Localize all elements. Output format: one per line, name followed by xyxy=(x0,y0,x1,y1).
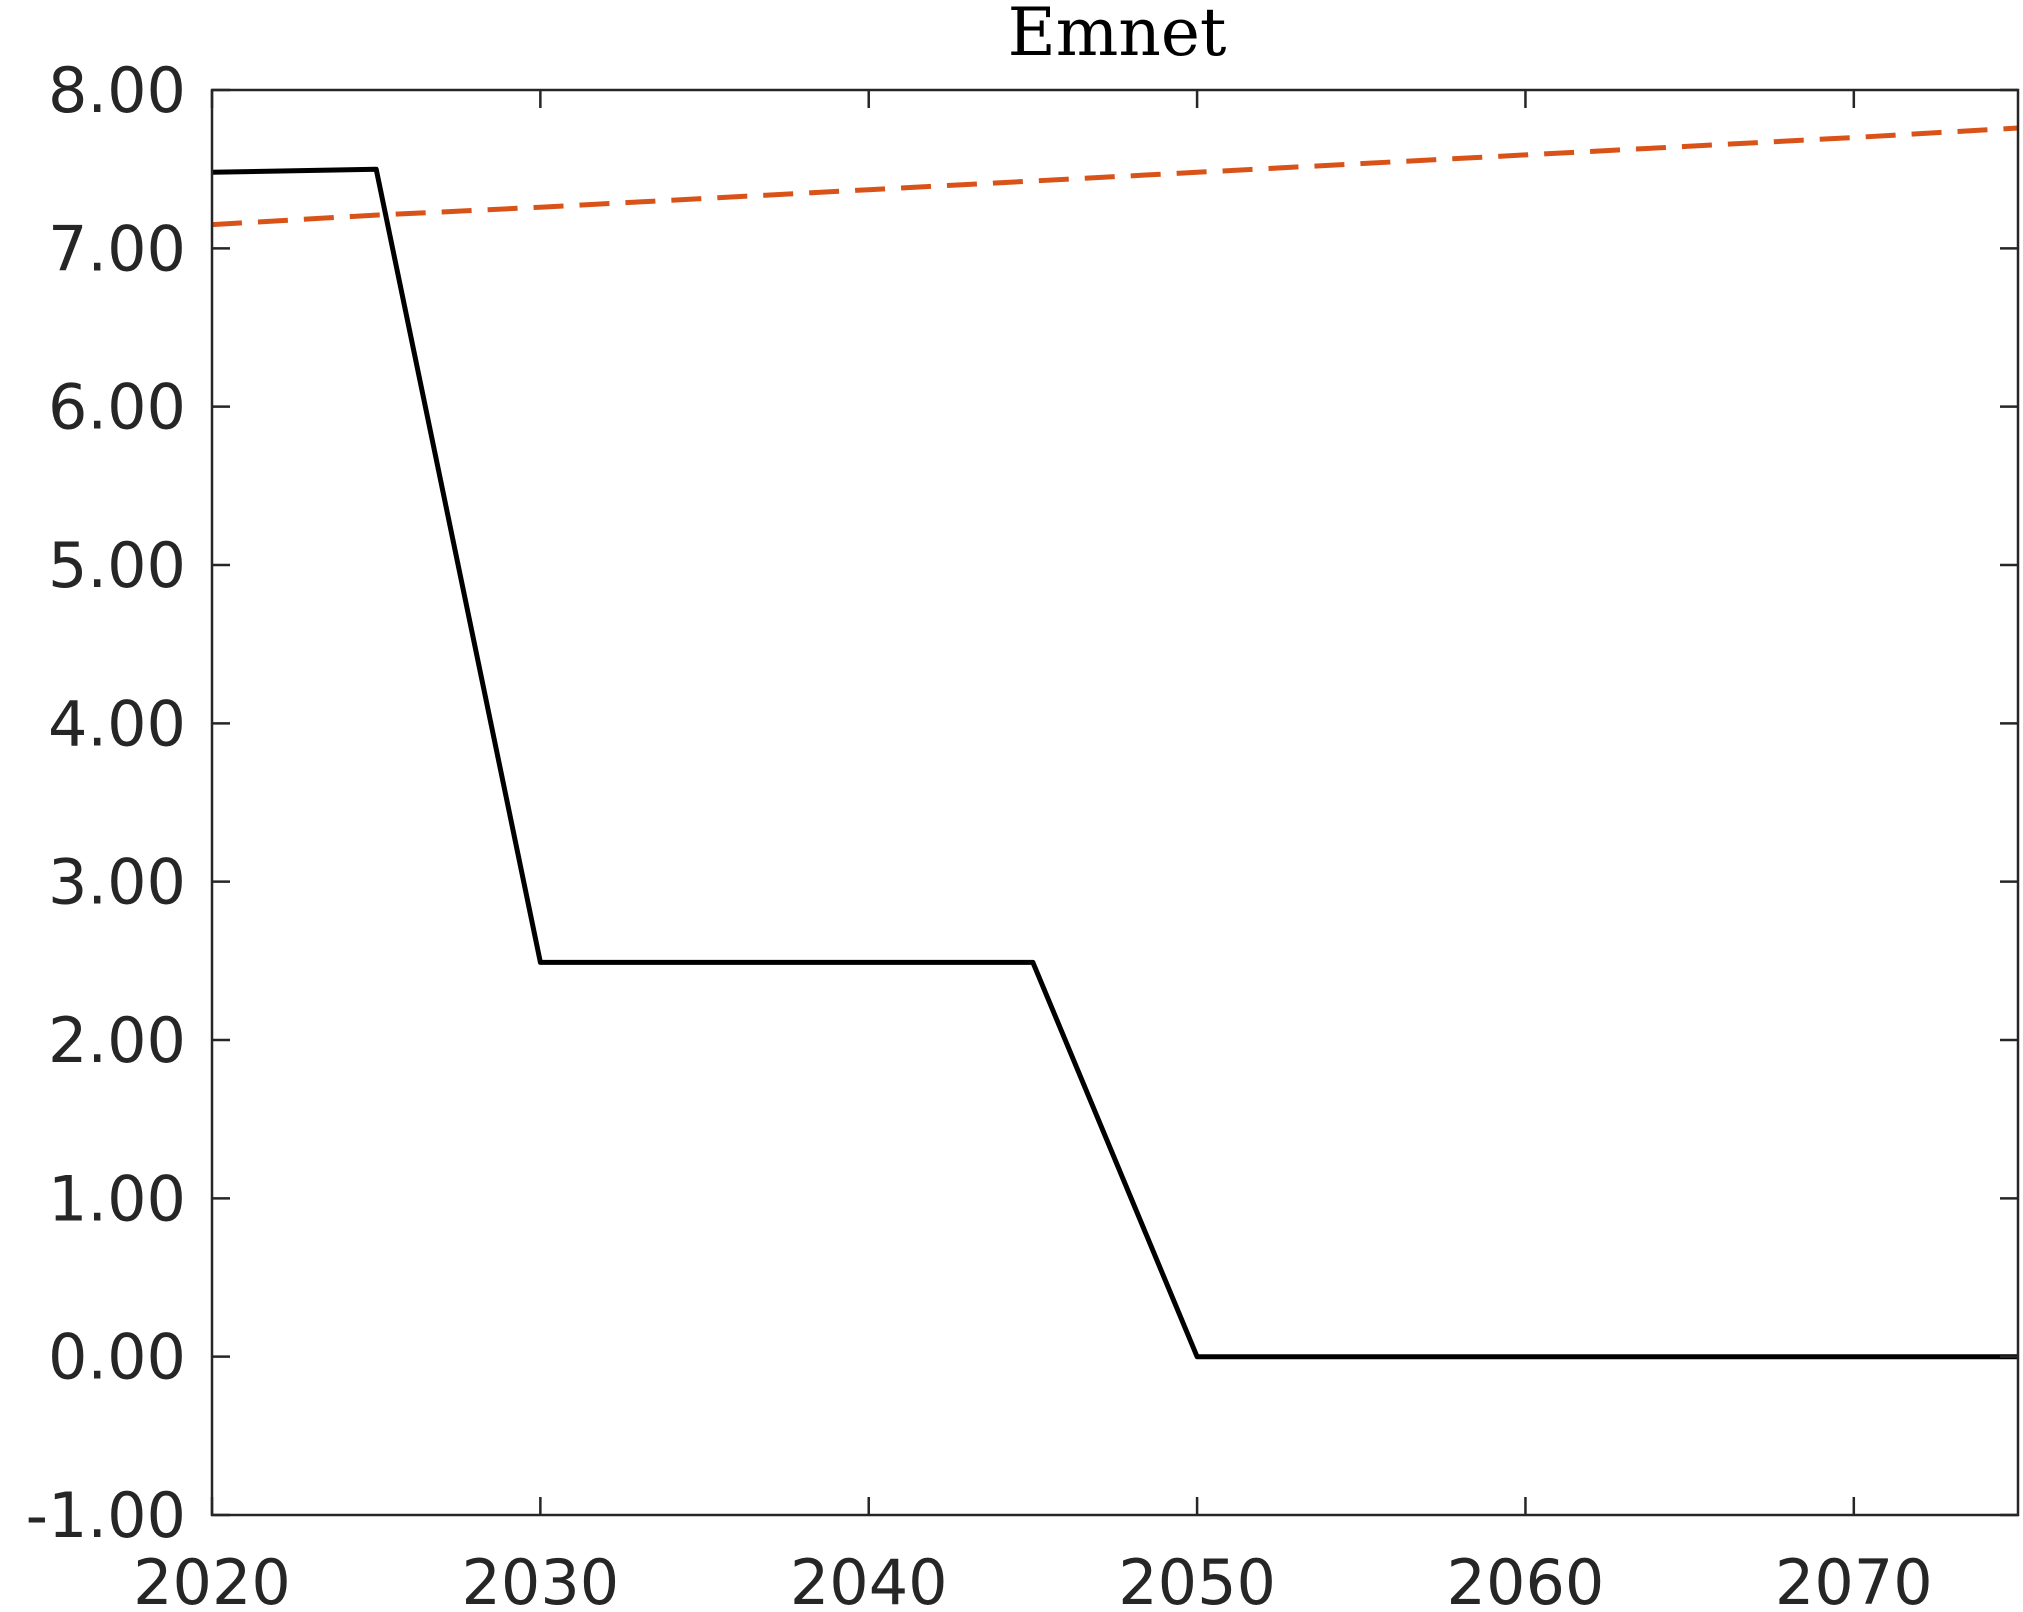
y-tick-label: 1.00 xyxy=(48,1162,186,1235)
y-tick-label: 6.00 xyxy=(48,371,186,444)
y-tick-label: 5.00 xyxy=(48,529,186,602)
y-tick-label: 2.00 xyxy=(48,1004,186,1077)
plot-area-frame xyxy=(210,88,2020,1517)
x-tick-label: 2040 xyxy=(790,1546,948,1612)
y-tick-label: -1.00 xyxy=(26,1479,186,1552)
x-tick-label: 2060 xyxy=(1447,1546,1605,1612)
series-line-solid xyxy=(211,166,2018,1360)
y-tick-label: 3.00 xyxy=(48,846,186,919)
y-tick-label: 0.00 xyxy=(48,1321,186,1394)
y-tick-label: 4.00 xyxy=(48,687,186,760)
x-tick-label: 2050 xyxy=(1118,1546,1276,1612)
series-layer xyxy=(211,125,2019,1360)
chart-title: Emnet xyxy=(1008,0,1227,71)
series-line-dashed xyxy=(211,125,2019,228)
x-tick-label: 2020 xyxy=(133,1546,291,1612)
x-tick-label: 2070 xyxy=(1775,1546,1933,1612)
y-tick-label: 7.00 xyxy=(48,212,186,285)
x-tick-label: 2030 xyxy=(461,1546,619,1612)
y-tick-label: 8.00 xyxy=(48,54,186,127)
axis-ticks: 2020 2030 2040 2050 2060 2070 8.00 7.00 6.00 5.00… xyxy=(26,54,2018,1612)
